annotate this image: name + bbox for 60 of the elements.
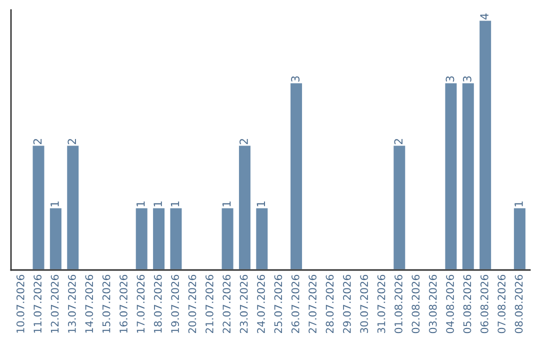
x-tick-label: 10.07.2026 [16,274,24,333]
data-label: 1 [514,201,523,206]
data-label: 2 [394,139,402,144]
x-tick-label: 03.08.2026 [428,274,437,334]
x-tick-label: 26.07.2026 [291,274,300,334]
x-tick-label: 08.08.2026 [514,274,523,334]
data-label: 1 [170,201,180,206]
x-tick-label: 25.07.2026 [274,274,282,334]
x-tick-label: 28.07.2026 [326,274,334,334]
data-label: 1 [256,201,265,206]
x-tick-label: 17.07.2026 [136,274,145,333]
bar [31,144,46,270]
x-tick-label: 31.07.2026 [377,274,386,334]
bar [460,82,476,270]
x-tick-label: 04.08.2026 [446,274,454,334]
bar [152,206,166,270]
bar [254,206,270,270]
bar [66,144,80,270]
bar [478,19,492,270]
bar [134,206,149,270]
x-tick-label: 18.07.2026 [154,274,162,333]
x-tick-label: 24.07.2026 [257,274,265,334]
x-tick-label: 06.08.2026 [480,274,488,334]
x-tick-label: 02.08.2026 [412,274,420,334]
data-label: 3 [462,76,472,82]
bar [444,82,458,270]
x-tick-label: 21.07.2026 [205,274,214,334]
data-label: 1 [136,201,145,206]
x-tick-label: 19.07.2026 [171,274,180,333]
data-label: 2 [68,139,76,144]
bar [220,206,235,270]
x-tick-label: 29.07.2026 [342,274,351,334]
x-tick-label: 27.07.2026 [308,274,316,334]
data-label: 2 [240,139,248,144]
data-label: 3 [446,76,454,82]
x-tick-label: 15.07.2026 [102,274,110,333]
x-tick-label: 22.07.2026 [222,274,231,334]
x-tick-label: 14.07.2026 [85,274,94,333]
x-tick-label: 23.07.2026 [240,274,248,334]
x-tick-label: 12.07.2026 [50,274,59,333]
data-label: 2 [33,139,42,144]
data-label: 4 [480,14,488,20]
x-tick-label: 30.07.2026 [360,274,368,334]
bar [48,206,63,270]
data-label: 1 [222,201,231,206]
bar [512,206,527,270]
bar [168,206,184,270]
bar [289,82,304,270]
x-tick-label: 07.08.2026 [498,274,506,334]
x-tick-label: 13.07.2026 [68,274,76,333]
x-tick-label: 11.07.2026 [34,274,42,333]
x-tick-label: 01.08.2026 [394,274,402,334]
x-tick-label: 05.08.2026 [463,274,472,334]
x-tick-label: 16.07.2026 [120,274,128,333]
bar [238,144,252,270]
data-label: 1 [154,201,162,206]
data-label: 3 [291,76,300,82]
bar [392,144,407,270]
data-label: 1 [50,201,59,206]
x-tick-label: 20.07.2026 [188,274,196,334]
